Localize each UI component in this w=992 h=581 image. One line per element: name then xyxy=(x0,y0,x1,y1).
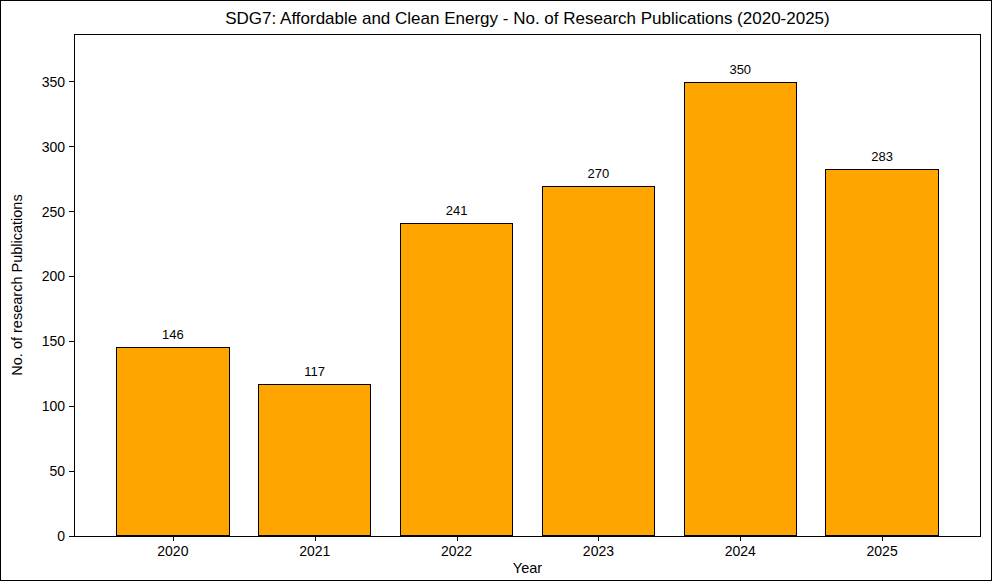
y-tick-mark xyxy=(69,81,74,82)
y-tick-label: 300 xyxy=(42,140,65,154)
y-tick-mark xyxy=(69,341,74,342)
y-tick-label: 100 xyxy=(42,399,65,413)
y-axis-label: No. of research Publications xyxy=(9,194,25,375)
bar-value-label: 241 xyxy=(446,204,468,217)
bar-value-label: 146 xyxy=(162,328,184,341)
bar-value-label: 270 xyxy=(588,167,610,180)
y-tick-label: 50 xyxy=(49,464,65,478)
x-tick-label: 2020 xyxy=(157,544,188,559)
y-tick-label: 350 xyxy=(42,75,65,89)
y-tick-label: 150 xyxy=(42,334,65,348)
chart-figure: SDG7: Affordable and Clean Energy - No. … xyxy=(0,0,992,581)
x-tick-mark xyxy=(882,536,883,541)
bar-value-label: 350 xyxy=(729,63,751,76)
x-tick-mark xyxy=(598,536,599,541)
y-tick-label: 0 xyxy=(57,529,65,543)
x-tick-mark xyxy=(315,536,316,541)
x-tick-label: 2021 xyxy=(299,544,330,559)
bar-2024 xyxy=(684,82,797,536)
y-tick-label: 200 xyxy=(42,269,65,283)
x-tick-label: 2024 xyxy=(725,544,756,559)
x-tick-mark xyxy=(457,536,458,541)
plot-area: 1462020117202124120222702023350202428320… xyxy=(74,34,981,537)
chart-title: SDG7: Affordable and Clean Energy - No. … xyxy=(74,9,981,29)
x-tick-mark xyxy=(173,536,174,541)
bar-2023 xyxy=(542,186,655,536)
bar-2022 xyxy=(400,223,513,536)
x-tick-label: 2025 xyxy=(867,544,898,559)
x-tick-label: 2023 xyxy=(583,544,614,559)
bar-value-label: 283 xyxy=(871,150,893,163)
bar-2020 xyxy=(116,347,229,536)
y-tick-mark xyxy=(69,471,74,472)
x-axis-label: Year xyxy=(74,560,981,576)
y-tick-mark xyxy=(69,276,74,277)
y-tick-mark xyxy=(69,406,74,407)
y-tick-mark xyxy=(69,211,74,212)
y-tick-mark xyxy=(69,536,74,537)
bar-value-label: 117 xyxy=(304,365,325,378)
bar-2021 xyxy=(258,384,371,536)
x-tick-label: 2022 xyxy=(441,544,472,559)
bar-2025 xyxy=(825,169,938,536)
x-tick-mark xyxy=(740,536,741,541)
y-tick-label: 250 xyxy=(42,205,65,219)
y-tick-mark xyxy=(69,146,74,147)
